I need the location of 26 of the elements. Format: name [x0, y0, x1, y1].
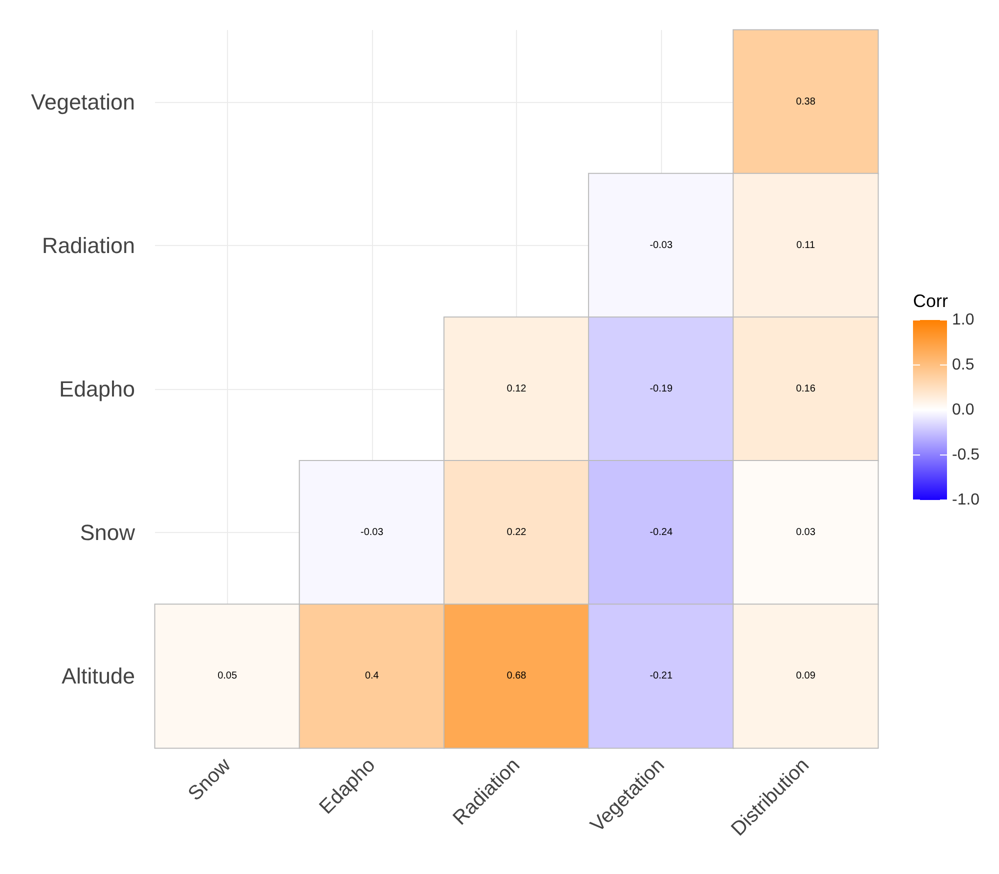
- color-bar-label: 0.0: [952, 402, 974, 418]
- data-label: -0.21: [650, 670, 673, 682]
- y-tick-label: Vegetation: [31, 89, 135, 114]
- data-label: 0.22: [506, 527, 527, 538]
- y-tick-label: Altitude: [62, 664, 135, 689]
- data-label: 0.12: [506, 384, 527, 394]
- data-label: -0.19: [650, 384, 673, 394]
- color-bar-title: Corr: [913, 291, 948, 311]
- color-bar-label: -0.5: [952, 446, 980, 464]
- data-label: 0.68: [506, 670, 527, 682]
- y-tick-label: Snow: [80, 520, 136, 546]
- data-label: -0.03: [650, 240, 673, 251]
- data-label: 0.38: [796, 96, 816, 108]
- data-label: 0.05: [218, 670, 238, 682]
- y-tick-label: Edapho: [59, 376, 135, 402]
- y-tick-label: Radiation: [42, 232, 135, 258]
- data-label: -0.03: [360, 527, 384, 538]
- color-bar-label: 0.5: [952, 356, 974, 374]
- data-label: 0.11: [796, 240, 816, 251]
- data-label: 0.03: [796, 527, 816, 538]
- data-label: 0.16: [796, 384, 816, 394]
- data-label: 0.4: [364, 670, 380, 682]
- color-bar-label: 1.0: [952, 312, 974, 328]
- data-label: -0.24: [650, 527, 673, 538]
- color-bar-label: -1.0: [952, 492, 980, 508]
- data-label: 0.09: [796, 670, 816, 682]
